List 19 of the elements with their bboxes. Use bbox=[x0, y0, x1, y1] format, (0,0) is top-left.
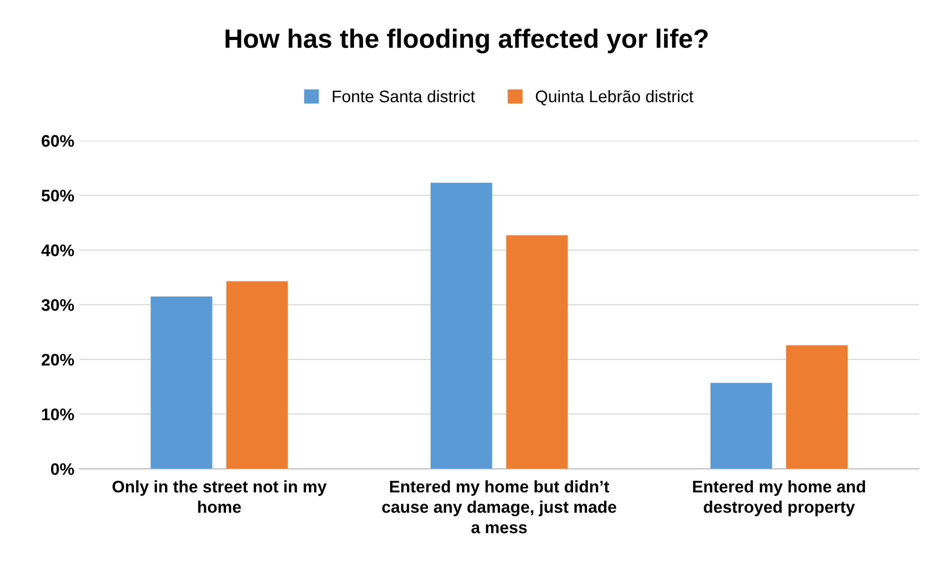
y-tick-label: 20% bbox=[42, 354, 74, 366]
x-tick-label: Only in the street not in my home bbox=[112, 480, 327, 513]
y-tick-label: 40% bbox=[41, 244, 74, 256]
bar bbox=[786, 345, 848, 469]
bar bbox=[150, 296, 212, 469]
bar bbox=[226, 281, 288, 469]
y-tick-label: 50% bbox=[42, 190, 74, 202]
legend-label: Fonte Santa district bbox=[332, 90, 475, 102]
x-tick-label: Entered my home and destroyed property bbox=[693, 480, 866, 516]
bar bbox=[430, 182, 492, 469]
y-tick-label: 30% bbox=[41, 299, 74, 311]
x-tick-label: Entered my home but didn’t cause any damage, just made a mess bbox=[382, 480, 616, 534]
y-tick-label: 0% bbox=[51, 463, 74, 476]
chart-title: How has the flooding affected yor life? bbox=[226, 28, 708, 54]
bar bbox=[710, 382, 772, 469]
y-tick-label: 60% bbox=[42, 135, 74, 147]
y-tick-label: 10% bbox=[42, 408, 74, 420]
bar bbox=[506, 235, 568, 469]
legend-label: Quinta Lebrão district bbox=[536, 90, 694, 106]
